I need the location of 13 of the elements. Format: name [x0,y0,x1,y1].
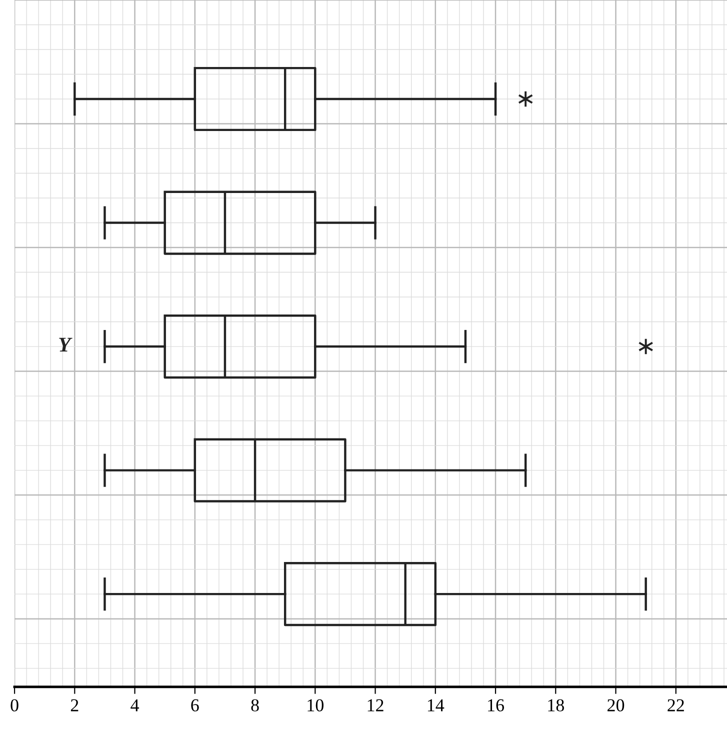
x-tick-label: 4 [130,699,140,712]
y-tick-label: Y [59,338,72,352]
x-tick-label: 16 [488,699,504,712]
x-tick-label: 2 [70,699,78,712]
x-tick-label: 14 [428,699,444,712]
x-tick-label: 6 [191,699,199,712]
x-tick-label: 20 [608,699,624,712]
x-tick-label: 18 [548,699,564,712]
x-tick-label: 8 [251,699,259,712]
x-tick-label: 12 [368,699,384,712]
x-tick-label: 22 [668,699,684,712]
x-tick-label: 0 [10,699,18,712]
x-tick-label: 10 [308,699,324,712]
